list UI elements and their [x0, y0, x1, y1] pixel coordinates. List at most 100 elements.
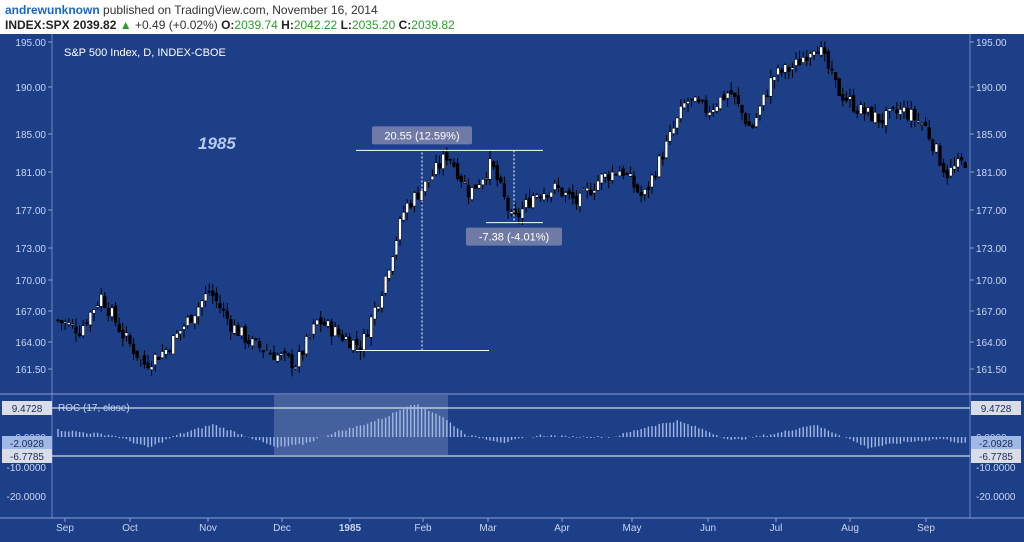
down-candle — [805, 56, 809, 61]
price-tick-label: 185.00 — [15, 130, 46, 141]
up-candle — [481, 179, 485, 186]
roc-label: ROC (17, close) — [58, 403, 130, 414]
down-candle — [607, 174, 611, 181]
roc-value-tag-left — [2, 401, 52, 415]
down-candle — [437, 163, 442, 169]
up-candle — [553, 183, 557, 190]
down-candle — [963, 162, 967, 168]
up-candle — [423, 181, 427, 192]
down-candle — [355, 339, 359, 346]
up-candle — [909, 109, 913, 122]
down-candle — [927, 127, 931, 139]
up-candle — [196, 306, 201, 317]
down-candle — [941, 163, 946, 173]
up-candle — [182, 326, 186, 330]
up-candle — [715, 106, 719, 112]
up-candle — [956, 158, 960, 168]
down-candle — [959, 157, 964, 161]
up-candle — [164, 349, 168, 355]
down-candle — [135, 350, 139, 358]
down-candle — [77, 333, 82, 337]
roc-value-tag-text: -6.7785 — [10, 452, 44, 463]
price-tick-label: 170.00 — [15, 276, 46, 287]
up-candle — [887, 108, 892, 112]
up-candle — [902, 107, 906, 113]
up-candle — [232, 325, 237, 334]
down-candle — [931, 139, 935, 152]
up-candle — [549, 192, 553, 198]
up-candle — [391, 256, 395, 272]
low-value: 2035.20 — [351, 18, 396, 32]
roc-tick-label: -10.0000 — [7, 463, 47, 474]
roc-value-tag-text: -6.7785 — [979, 452, 1013, 463]
down-candle — [499, 177, 503, 183]
roc-value-tag-right — [971, 436, 1021, 450]
down-candle — [779, 69, 784, 74]
down-candle — [283, 350, 287, 354]
up-candle — [470, 187, 474, 200]
up-candle — [427, 180, 431, 183]
up-candle — [95, 305, 100, 308]
up-candle — [682, 102, 687, 109]
down-candle — [272, 352, 276, 361]
down-candle — [855, 110, 859, 114]
price-tick-label: 170.00 — [976, 276, 1007, 287]
down-candle — [113, 305, 118, 323]
time-tick-label: Jun — [700, 523, 716, 534]
down-candle — [851, 95, 856, 112]
up-candle — [509, 211, 514, 214]
down-candle — [445, 152, 449, 161]
down-candle — [527, 197, 532, 208]
up-candle — [380, 295, 384, 309]
up-candle — [671, 127, 676, 134]
price-tick-label: 195.00 — [15, 38, 46, 49]
down-candle — [290, 354, 294, 369]
up-candle — [610, 171, 615, 181]
roc-value-tag-text: 9.4728 — [981, 404, 1012, 415]
down-candle — [635, 184, 640, 193]
roc-indicator: ROC (17, close)0.00000.0000-10.0000-10.0… — [2, 395, 1021, 503]
down-candle — [743, 113, 748, 125]
close-value: 2039.82 — [411, 18, 455, 32]
up-candle — [362, 333, 366, 351]
author-link[interactable]: andrewunknown — [5, 3, 100, 17]
up-candle — [434, 162, 438, 175]
last-price: 2039.82 — [73, 18, 117, 32]
down-candle — [301, 350, 305, 355]
down-candle — [589, 189, 593, 196]
up-candle — [265, 351, 269, 353]
time-tick-label: Mar — [479, 523, 497, 534]
up-candle — [585, 187, 589, 191]
down-candle — [286, 353, 291, 357]
up-candle — [250, 338, 255, 346]
time-tick-label: Apr — [554, 523, 570, 534]
down-candle — [207, 290, 211, 293]
up-candle — [239, 326, 244, 336]
down-candle — [722, 94, 726, 100]
up-candle — [67, 322, 71, 325]
up-candle — [848, 96, 852, 100]
price-chart[interactable]: 20.55 (12.59%) -7.38 (-4.01%) ROC (17, cl… — [0, 34, 1024, 542]
up-candle — [761, 94, 766, 106]
down-candle — [733, 92, 737, 98]
time-tick-label: May — [623, 523, 642, 534]
up-candle — [92, 309, 96, 314]
time-tick-label: Dec — [273, 523, 291, 534]
up-candle — [657, 155, 661, 178]
down-candle — [945, 169, 949, 179]
price-tick-label: 167.00 — [976, 307, 1007, 318]
up-candle — [776, 67, 780, 75]
down-candle — [128, 335, 132, 344]
up-candle — [311, 323, 316, 335]
up-candle — [772, 76, 777, 81]
roc-tick-label: -20.0000 — [976, 492, 1016, 503]
up-candle — [419, 190, 424, 201]
price-tick-label: 185.00 — [976, 130, 1007, 141]
up-candle — [279, 353, 283, 356]
up-candle — [873, 112, 877, 123]
up-candle — [542, 193, 546, 201]
down-candle — [517, 213, 521, 218]
up-candle — [63, 321, 67, 324]
up-candle — [884, 110, 888, 126]
symbol-label[interactable]: INDEX:SPX — [5, 18, 70, 32]
